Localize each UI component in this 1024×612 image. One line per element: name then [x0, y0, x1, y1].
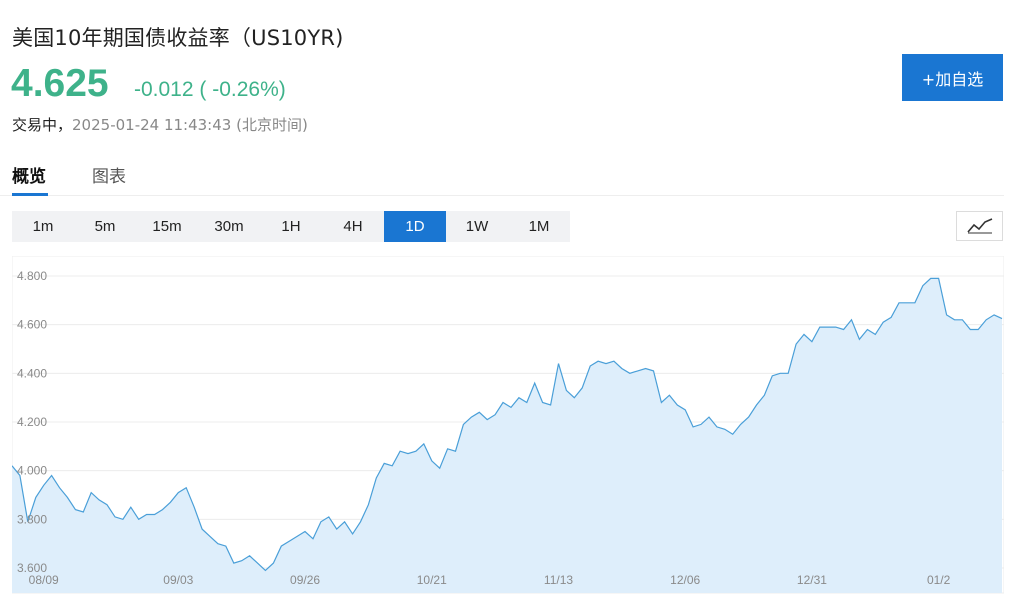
x-tick-label: 08/09: [29, 573, 59, 587]
y-tick-label: 4.600: [17, 318, 47, 332]
trading-status: 交易中，2025-01-24 11:43:43 (北京时间): [12, 114, 308, 135]
y-tick-label: 4.200: [17, 415, 47, 429]
tab-chart-label: 图表: [92, 167, 126, 187]
tab-overview[interactable]: 概览: [12, 162, 48, 196]
y-tick-label: 4.800: [17, 269, 47, 283]
series-area: [12, 278, 1002, 593]
x-tick-label: 10/21: [417, 573, 447, 587]
period-30m[interactable]: 30m: [214, 218, 244, 235]
add-watchlist-button[interactable]: +加自选: [902, 54, 1003, 101]
x-tick-label: 09/03: [163, 573, 193, 587]
x-tick-label: 12/06: [670, 573, 700, 587]
yield-chart: 4.800 4.600 4.400 4.200 4.000 3.800 3.60008/09…: [12, 256, 1004, 594]
page-title: 美国10年期国债收益率（US10YR): [12, 26, 344, 50]
chart-type-button[interactable]: [956, 211, 1003, 241]
status-label: 交易中，: [12, 116, 73, 134]
active-tab-indicator: [12, 193, 48, 196]
period-1h[interactable]: 1H: [281, 218, 301, 235]
tab-bar: 概览 图表: [0, 156, 1004, 196]
period-4h[interactable]: 4H: [343, 218, 363, 235]
period-15m[interactable]: 15m: [152, 218, 182, 235]
period-1w[interactable]: 1W: [465, 218, 489, 235]
current-price: 4.625: [11, 62, 109, 105]
price-change: -0.012 ( -0.26%): [134, 78, 286, 101]
x-tick-label: 11/13: [544, 573, 573, 587]
line-chart-icon: [966, 218, 992, 234]
y-tick-label: 3.800: [17, 512, 47, 526]
y-tick-label: 4.000: [17, 464, 47, 478]
period-selector: 1m 5m 15m 30m 1H 4H 1D 1W 1M: [12, 211, 570, 242]
x-tick-label: 01/2: [927, 573, 951, 587]
x-tick-label: 12/31: [797, 573, 827, 587]
x-tick-label: 09/26: [290, 573, 320, 587]
period-1d[interactable]: 1D: [384, 211, 446, 242]
period-1mo[interactable]: 1M: [528, 218, 550, 235]
timestamp: 2025-01-24 11:43:43 (北京时间): [72, 116, 308, 134]
y-tick-label: 3.600: [17, 561, 47, 575]
period-5m[interactable]: 5m: [94, 218, 116, 235]
y-tick-label: 4.400: [17, 366, 47, 380]
tab-chart[interactable]: 图表: [92, 162, 126, 187]
tab-overview-label: 概览: [12, 167, 46, 187]
period-1m[interactable]: 1m: [32, 218, 54, 235]
series-line: [12, 277, 1003, 572]
